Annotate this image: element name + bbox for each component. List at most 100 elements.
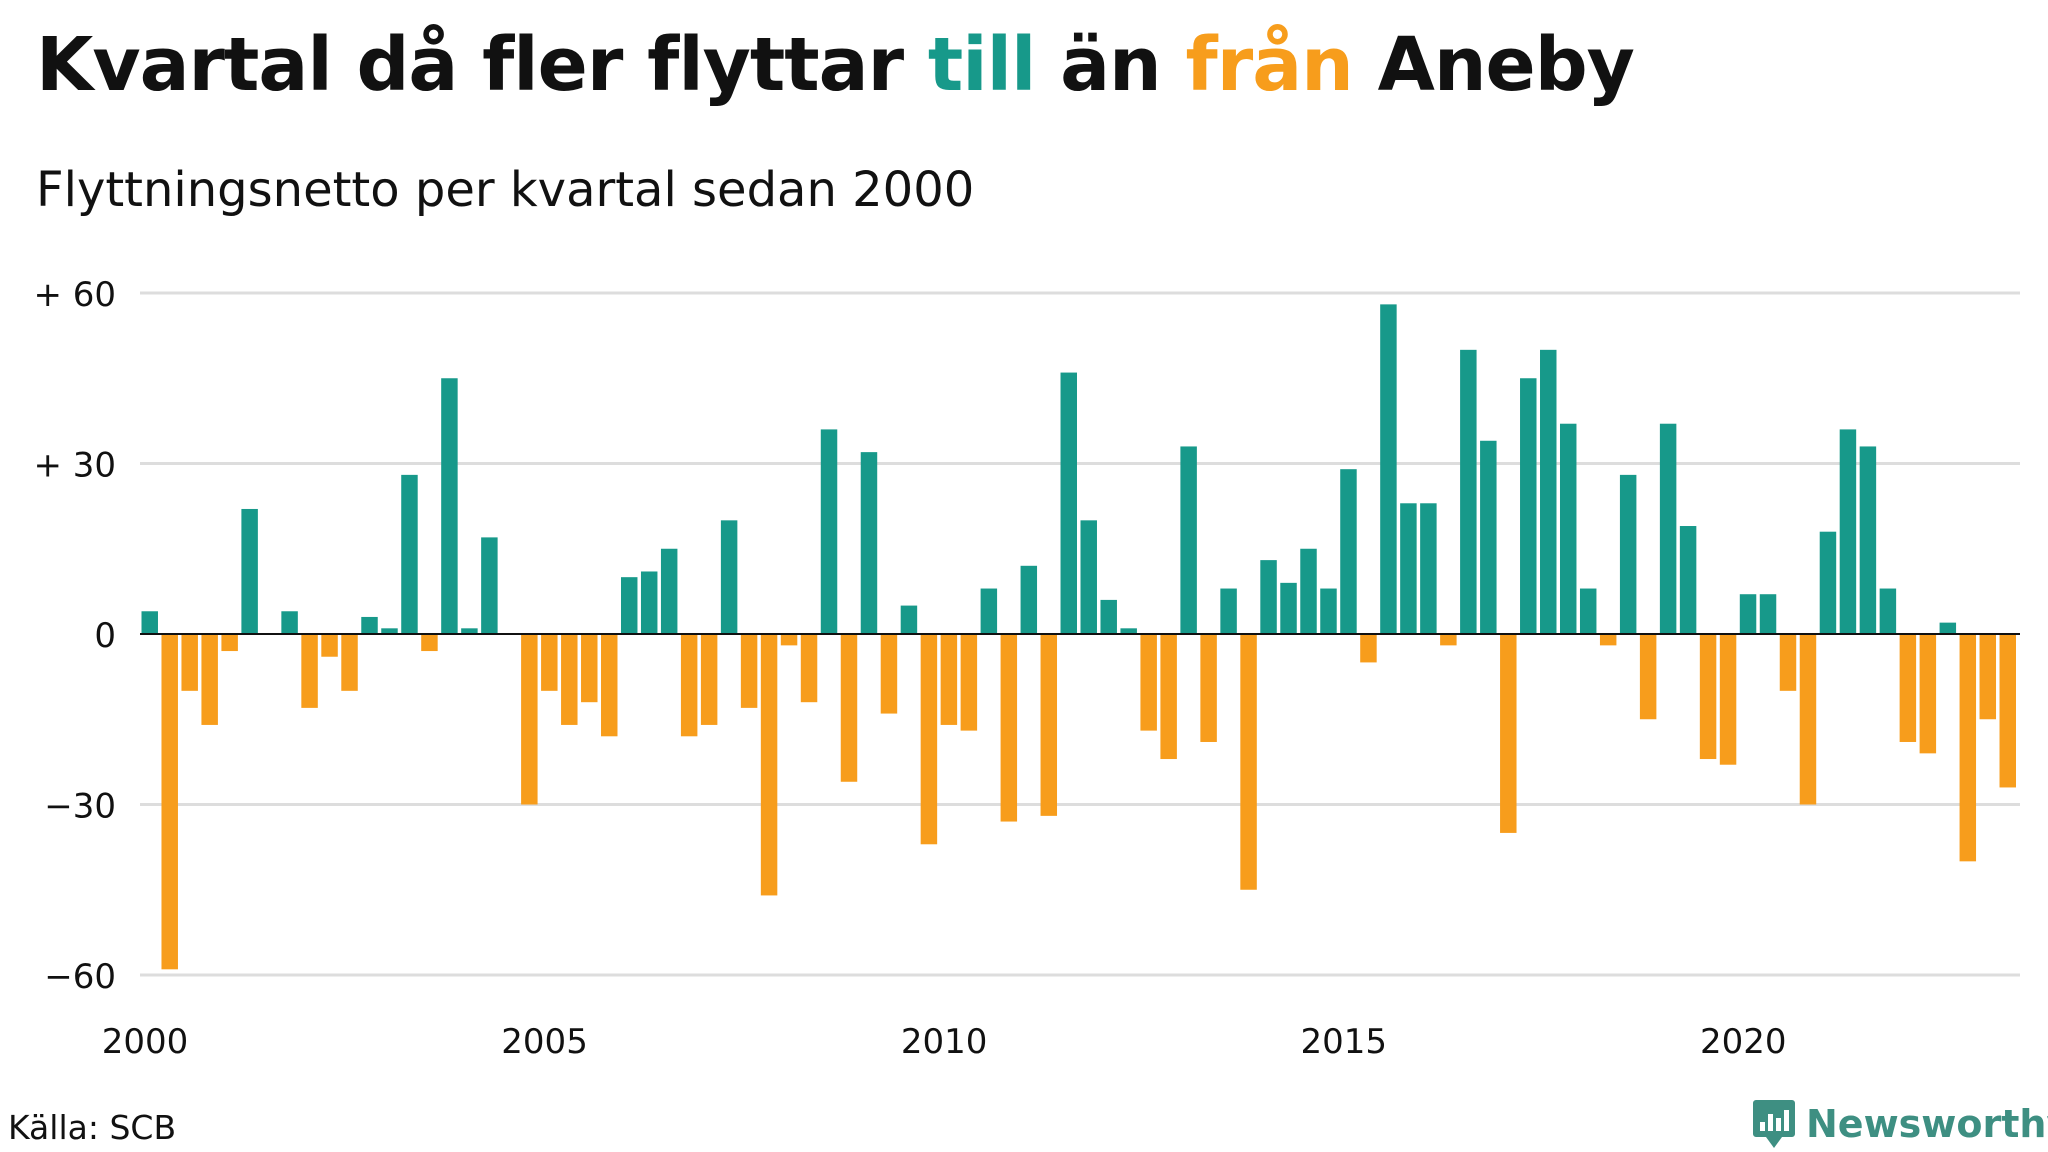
bar bbox=[1300, 548, 1317, 634]
y-tick-label: + 60 bbox=[33, 275, 116, 315]
bar bbox=[1220, 588, 1237, 634]
bar bbox=[1360, 634, 1377, 663]
bar bbox=[1060, 372, 1077, 634]
bar bbox=[720, 520, 738, 634]
bar bbox=[461, 628, 478, 634]
x-tick-label: 2000 bbox=[102, 1022, 189, 1062]
bar bbox=[601, 634, 618, 737]
bar bbox=[1440, 634, 1457, 646]
bar bbox=[1520, 378, 1537, 634]
bar bbox=[1739, 594, 1757, 634]
y-tick-label: 0 bbox=[94, 616, 116, 656]
y-axis-ticks: + 60 + 30 0 −30 −60 bbox=[33, 275, 116, 997]
bar bbox=[1120, 628, 1137, 634]
y-tick-label: −30 bbox=[44, 787, 116, 827]
bar bbox=[1000, 634, 1018, 822]
bar bbox=[680, 634, 698, 737]
bar bbox=[840, 634, 858, 782]
bar bbox=[1679, 526, 1697, 634]
bar bbox=[221, 634, 238, 652]
chart-title: Kvartal då fler flyttar till än från Ane… bbox=[36, 22, 1635, 108]
y-tick-label: −60 bbox=[44, 957, 116, 997]
bar bbox=[1480, 440, 1497, 634]
bar bbox=[980, 588, 998, 634]
bar bbox=[700, 634, 718, 725]
bar bbox=[401, 474, 418, 634]
x-tick-label: 2010 bbox=[901, 1022, 988, 1062]
title-highlight-out: från bbox=[1185, 22, 1354, 108]
bar bbox=[1819, 531, 1837, 634]
bar bbox=[1559, 423, 1577, 634]
bar bbox=[1839, 429, 1857, 634]
x-tick-label: 2020 bbox=[1700, 1022, 1787, 1062]
bar bbox=[1719, 634, 1737, 765]
newsworthy-logo: Newsworthy bbox=[1752, 1098, 2048, 1150]
bar bbox=[1639, 634, 1657, 720]
bar bbox=[880, 634, 898, 714]
bar bbox=[1919, 634, 1937, 754]
bar bbox=[1140, 634, 1157, 731]
bars bbox=[141, 304, 2016, 970]
bar bbox=[141, 611, 158, 634]
bar bbox=[1160, 634, 1177, 760]
bar bbox=[1100, 599, 1117, 634]
bar bbox=[1460, 349, 1477, 634]
bar bbox=[1979, 634, 1997, 720]
x-axis-ticks: 2000 2005 2010 2015 2020 bbox=[102, 1022, 1787, 1062]
bar bbox=[1939, 622, 1957, 634]
bar bbox=[1540, 349, 1557, 634]
bar bbox=[561, 634, 578, 725]
bar bbox=[381, 628, 398, 634]
title-part-1: Kvartal då fler flyttar bbox=[36, 22, 928, 108]
bar bbox=[441, 378, 458, 634]
bar bbox=[760, 634, 778, 896]
bar bbox=[860, 452, 878, 634]
bar bbox=[341, 634, 358, 691]
title-highlight-in: till bbox=[927, 22, 1036, 108]
x-tick-label: 2005 bbox=[501, 1022, 588, 1062]
bar bbox=[940, 634, 958, 725]
bar bbox=[1999, 634, 2016, 788]
bar bbox=[301, 634, 318, 708]
bar bbox=[1759, 594, 1777, 634]
y-tick-label: + 30 bbox=[33, 446, 116, 486]
bar bbox=[281, 611, 298, 634]
bar bbox=[1200, 634, 1217, 742]
bar bbox=[1280, 582, 1297, 634]
bar bbox=[1579, 588, 1597, 634]
title-part-2: än bbox=[1035, 22, 1186, 108]
logo-text: Newsworthy bbox=[1806, 1102, 2048, 1146]
title-part-3: Aneby bbox=[1352, 22, 1635, 108]
bar bbox=[481, 537, 498, 634]
bar bbox=[960, 634, 978, 731]
bar bbox=[1320, 588, 1337, 634]
bar bbox=[800, 634, 818, 703]
bar bbox=[1500, 634, 1517, 833]
newsworthy-chart-icon bbox=[1753, 1100, 1795, 1148]
bar bbox=[241, 508, 258, 634]
bar bbox=[1080, 520, 1097, 634]
bar bbox=[1879, 588, 1897, 634]
bar bbox=[1020, 565, 1038, 634]
bar bbox=[1380, 304, 1397, 634]
bar bbox=[581, 634, 598, 703]
bar bbox=[900, 605, 918, 634]
bar bbox=[1959, 634, 1977, 862]
bar bbox=[1779, 634, 1797, 691]
bar bbox=[201, 634, 218, 725]
chart-subtitle: Flyttningsnetto per kvartal sedan 2000 bbox=[36, 162, 975, 218]
bar bbox=[521, 634, 538, 805]
bar bbox=[780, 634, 798, 646]
bar bbox=[361, 616, 378, 634]
bar bbox=[1180, 446, 1197, 634]
bar bbox=[1699, 634, 1717, 760]
bar bbox=[640, 571, 658, 634]
bar bbox=[920, 634, 938, 845]
bar bbox=[660, 548, 678, 634]
bar bbox=[620, 577, 638, 634]
bar bbox=[820, 429, 838, 634]
bar bbox=[541, 634, 558, 691]
bar bbox=[421, 634, 438, 652]
gridlines bbox=[140, 291, 2020, 977]
